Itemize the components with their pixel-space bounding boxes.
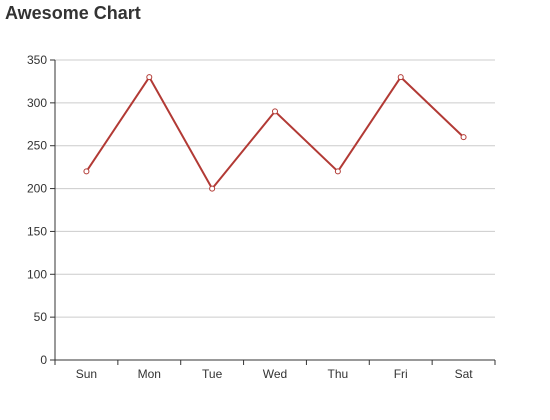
data-point	[209, 185, 216, 192]
y-tick-label: 300	[27, 96, 47, 110]
grid-lines	[55, 59, 495, 318]
x-tick-label: Thu	[328, 367, 349, 381]
y-tick-label: 150	[27, 224, 47, 238]
x-tick-label: Mon	[138, 367, 161, 381]
data-point	[146, 74, 153, 81]
data-point	[460, 134, 467, 141]
y-tick-label: 200	[27, 182, 47, 196]
x-tick-label: Fri	[394, 367, 408, 381]
chart-title: Awesome Chart	[5, 3, 141, 23]
data-point	[397, 74, 404, 81]
x-tick-label: Wed	[263, 367, 287, 381]
y-tick-label: 350	[27, 53, 47, 67]
x-tick-label: Tue	[202, 367, 223, 381]
y-tick-label: 250	[27, 139, 47, 153]
y-tick-label: 0	[40, 353, 47, 367]
axes: 0 50 100 150 200 250 300 350 Sun Mon Tue Wed Thu Fri S…	[27, 53, 496, 381]
data-point	[83, 168, 90, 175]
y-tick-label: 100	[27, 267, 47, 281]
x-tick-label: Sat	[455, 367, 474, 381]
x-tick-label: Sun	[76, 367, 97, 381]
series	[83, 74, 467, 192]
data-point	[272, 108, 278, 115]
series-line	[85, 76, 465, 190]
y-tick-label: 50	[34, 310, 48, 324]
data-point	[334, 168, 341, 175]
